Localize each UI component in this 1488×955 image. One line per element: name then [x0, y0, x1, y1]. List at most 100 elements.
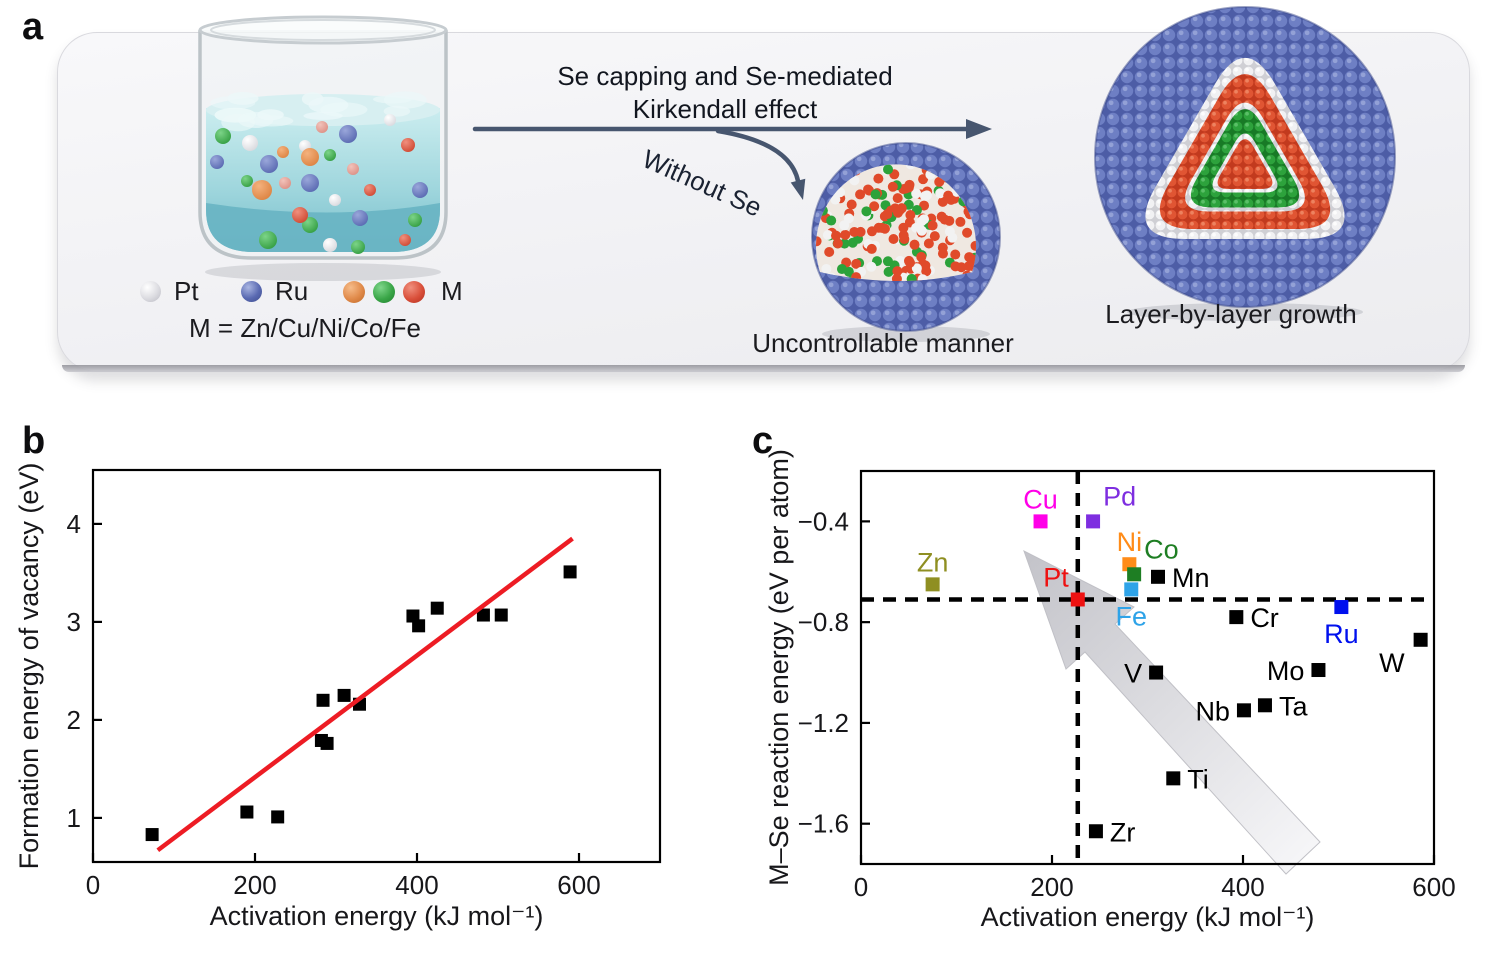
- beaker-illustration: [198, 15, 448, 281]
- element-point-mn: [1151, 569, 1166, 584]
- m-green-sphere-icon: [373, 280, 395, 303]
- data-point-square: [476, 608, 490, 622]
- pt-sphere-icon: [140, 281, 161, 302]
- element-point-v: [1149, 665, 1164, 680]
- legend-item-ru: Ru: [241, 276, 308, 307]
- element-point-pt: [1070, 592, 1085, 607]
- svg-text:Mo: Mo: [1267, 656, 1305, 686]
- data-point-square: [316, 693, 330, 707]
- svg-text:400: 400: [1221, 872, 1264, 902]
- precursor-sphere: [323, 238, 337, 252]
- svg-text:4: 4: [67, 509, 81, 539]
- precursor-sphere: [401, 138, 415, 152]
- element-point-pd: [1086, 514, 1101, 529]
- data-point-square: [320, 736, 334, 750]
- element-point-w: [1413, 632, 1428, 647]
- chart-b-points: [145, 565, 577, 842]
- element-point-cu: [1033, 514, 1048, 529]
- svg-text:2: 2: [67, 705, 81, 735]
- element-point-zr: [1088, 824, 1103, 839]
- legend-label-ru: Ru: [275, 276, 309, 306]
- chart-b: 0 200 400 600 1 2 3 4 Activation energy (kJ mol⁻…: [14, 463, 662, 931]
- svg-text:0: 0: [854, 872, 868, 902]
- element-point-ti: [1166, 771, 1181, 786]
- panel-a-illustration: [198, 6, 1396, 342]
- panel-label-c: c: [752, 420, 774, 462]
- precursor-sphere: [384, 114, 396, 126]
- legend-label-m: M: [441, 276, 463, 306]
- svg-text:V: V: [1124, 659, 1142, 689]
- svg-text:Fe: Fe: [1116, 601, 1148, 631]
- svg-text:Pt: Pt: [1043, 562, 1069, 592]
- data-point-square: [412, 619, 426, 633]
- svg-text:3: 3: [67, 607, 81, 637]
- svg-text:W: W: [1379, 648, 1405, 678]
- ru-sphere-icon: [241, 281, 262, 302]
- precursor-sphere: [215, 128, 231, 144]
- svg-text:M–Se reaction energy (eV per a: M–Se reaction energy (eV per atom): [764, 449, 794, 886]
- svg-text:Zr: Zr: [1110, 817, 1135, 847]
- legend-label-pt: Pt: [174, 276, 199, 306]
- svg-text:−1.2: −1.2: [798, 708, 849, 738]
- svg-text:1: 1: [67, 803, 81, 833]
- precursor-sphere: [241, 175, 253, 187]
- precursor-sphere: [399, 234, 411, 246]
- svg-text:Cr: Cr: [1250, 603, 1279, 633]
- precursor-sphere: [412, 182, 428, 198]
- element-point-fe: [1124, 582, 1139, 597]
- svg-text:Activation energy (kJ mol⁻¹): Activation energy (kJ mol⁻¹): [210, 901, 544, 931]
- precursor-sphere: [260, 155, 278, 173]
- precursor-sphere: [210, 155, 224, 169]
- panel-label-b: b: [22, 420, 46, 462]
- data-point-square: [430, 601, 444, 615]
- process-arrow-label: Se capping and Se-mediated Kirkendall ef…: [500, 60, 950, 126]
- svg-text:200: 200: [233, 870, 276, 900]
- svg-text:Co: Co: [1144, 534, 1179, 564]
- element-point-ta: [1257, 698, 1272, 713]
- panel-label-a: a: [22, 6, 44, 48]
- precursor-sphere: [329, 194, 341, 206]
- precursor-sphere: [347, 163, 359, 175]
- layered-nanoparticle: [1094, 6, 1396, 321]
- svg-text:Ti: Ti: [1187, 764, 1209, 794]
- svg-text:Ru: Ru: [1324, 619, 1359, 649]
- disordered-nanoparticle: [811, 142, 1001, 342]
- element-point-nb: [1236, 703, 1251, 718]
- legend-item-pt: Pt: [140, 276, 199, 307]
- precursor-sphere: [301, 148, 319, 166]
- data-point-square: [494, 608, 508, 622]
- precursor-sphere: [324, 149, 336, 161]
- svg-text:200: 200: [1030, 872, 1073, 902]
- precursor-sphere: [259, 231, 277, 249]
- svg-text:600: 600: [1412, 872, 1455, 902]
- svg-text:−0.4: −0.4: [798, 506, 849, 536]
- caption-uncontrollable-manner: Uncontrollable manner: [752, 328, 1014, 358]
- precursor-sphere: [316, 121, 328, 133]
- element-point-mo: [1311, 663, 1326, 678]
- data-point-square: [563, 565, 577, 579]
- data-point-square: [240, 805, 254, 819]
- without-se-branch-arrow: [715, 128, 806, 200]
- process-arrow: [472, 119, 992, 139]
- precursor-sphere: [252, 180, 272, 200]
- element-point-ru: [1334, 600, 1349, 615]
- svg-text:Ni: Ni: [1117, 527, 1143, 557]
- svg-text:Ta: Ta: [1279, 691, 1309, 721]
- chart-c-points: Zn Cu Pd Pt Ni Co Fe Mn Cr Ru W Mo V Nb Ta Ti Zr: [917, 481, 1428, 847]
- fit-line: [156, 536, 574, 853]
- precursor-sphere: [301, 174, 319, 192]
- m-orange-sphere-icon: [343, 280, 365, 303]
- precursor-sphere: [408, 213, 422, 227]
- precursor-sphere: [351, 240, 365, 254]
- caption-layer-by-layer-growth: Layer-by-layer growth: [1105, 299, 1357, 329]
- element-point-co: [1127, 567, 1142, 582]
- precursor-sphere: [277, 146, 289, 158]
- process-arrow-label-line2: Kirkendall effect: [632, 94, 818, 124]
- precursor-sphere: [339, 125, 357, 143]
- precursor-sphere: [302, 217, 318, 233]
- svg-text:−0.8: −0.8: [798, 607, 849, 637]
- precursor-sphere: [364, 184, 376, 196]
- data-point-square: [406, 609, 420, 623]
